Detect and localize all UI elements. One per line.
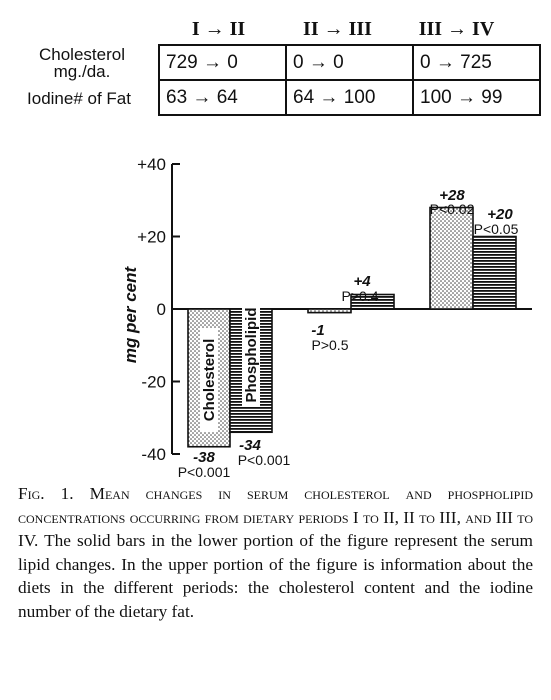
p-value-label: P<0.05 — [474, 221, 519, 237]
p-value-label: P>0.5 — [312, 337, 349, 353]
y-tick-label: 0 — [157, 300, 166, 319]
diet-info-panel: I → II II → III III → IV Cholesterol mg.… — [0, 0, 551, 140]
p-value-label: P<0.001 — [178, 464, 231, 480]
value-label: -38 — [193, 449, 215, 466]
row-label-cholesterol-line2: mg./da. — [53, 62, 111, 81]
period-header-3: III → IV — [418, 17, 495, 40]
value-label: +4 — [353, 273, 371, 290]
bar-phospholipid-2 — [350, 293, 395, 310]
y-tick-label: -20 — [141, 373, 166, 392]
bar-text-background — [242, 303, 260, 407]
value-label: -1 — [311, 322, 324, 339]
bars — [187, 206, 517, 448]
period-header-2: II → III — [303, 17, 372, 40]
table-cell: 729 → 0 — [158, 44, 287, 81]
bar-text-cholesterol: Cholesterol — [201, 339, 218, 422]
y-axis-label: mg per cent — [121, 265, 140, 363]
table-cell: 0 → 725 — [412, 44, 541, 81]
value-label: -34 — [239, 437, 261, 454]
bar-text-background — [200, 328, 218, 432]
diet-table: 729 → 0 0 → 0 0 → 725 63 → 64 64 → 100 1… — [158, 44, 541, 116]
p-value-label: P>0.4 — [342, 288, 379, 304]
row-label-cholesterol-line1: Cholesterol — [39, 45, 125, 64]
bar-labels: -38P<0.001-1P>0.5+28P<0.02-34P<0.001+4P>… — [178, 187, 519, 480]
y-tick-label: -40 — [141, 445, 166, 464]
table-cell: 100 → 99 — [412, 79, 541, 116]
figure-label: Fig. 1. — [18, 484, 74, 503]
figure-body: The solid bars in the lower portion of t… — [18, 531, 534, 621]
table-cell: 63 → 64 — [158, 79, 287, 116]
value-label: +20 — [487, 206, 513, 223]
bar-text-phospholipid: Phospholipid — [243, 308, 260, 403]
figure-title: Mean changes in serum cholesterol and ph… — [18, 484, 533, 550]
table-row: 63 → 64 64 → 100 100 → 99 — [158, 79, 541, 116]
period-header-1: I → II — [191, 17, 246, 40]
row-label-cholesterol: Cholesterol mg./da. — [12, 46, 152, 80]
figure-caption: Fig. 1. Mean changes in serum cholestero… — [18, 482, 533, 623]
p-value-label: P<0.02 — [430, 201, 475, 217]
p-value-label: P<0.001 — [238, 452, 291, 468]
row-label-iodine: Iodine# of Fat — [27, 89, 131, 108]
bar-cholesterol-3 — [429, 206, 474, 310]
table-cell: 64 → 100 — [285, 79, 414, 116]
bar-cholesterol-2 — [307, 308, 352, 314]
value-label: +28 — [439, 187, 465, 204]
table-row: 729 → 0 0 → 0 0 → 725 — [158, 44, 541, 81]
bar-phospholipid-3 — [472, 235, 517, 310]
table-cell: 0 → 0 — [285, 44, 414, 81]
y-tick-label: +20 — [137, 228, 166, 247]
y-tick-label: +40 — [137, 155, 166, 174]
